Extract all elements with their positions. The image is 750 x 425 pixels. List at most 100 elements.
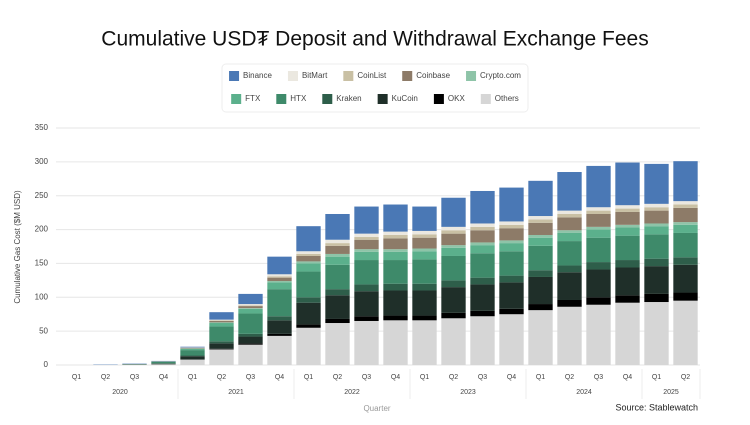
bar-segment <box>470 311 494 316</box>
y-tick-label: 200 <box>35 225 49 234</box>
legend-label: CoinList <box>357 71 387 80</box>
bar-segment <box>528 238 552 246</box>
legend-swatch <box>276 94 286 104</box>
bar-segment <box>499 251 523 275</box>
bar-segment <box>325 240 349 243</box>
bar-segment <box>557 172 581 211</box>
bar-segment <box>267 316 291 320</box>
bar-segment <box>412 251 436 259</box>
bar-segment <box>209 320 233 321</box>
bar-segment <box>296 261 320 263</box>
bar-segment <box>267 320 291 334</box>
bar-segment <box>441 245 465 248</box>
x-tick-label: Q1 <box>304 374 313 381</box>
x-tick-label: Q2 <box>681 374 690 381</box>
bar-segment <box>412 234 436 237</box>
bar-segment <box>296 324 320 327</box>
bar-segment <box>441 313 465 318</box>
bar-segment <box>383 205 407 232</box>
bar-segment <box>267 257 291 275</box>
bar-segment <box>296 226 320 251</box>
bar-segment <box>499 282 523 308</box>
y-tick-label: 250 <box>35 191 49 200</box>
bar-segment <box>354 237 378 240</box>
x-tick-label: Q1 <box>420 374 429 381</box>
legend-swatch <box>402 71 412 81</box>
y-tick-label: 150 <box>35 259 49 268</box>
bar-segment <box>325 243 349 246</box>
bar-segment <box>151 362 175 363</box>
y-tick-label: 300 <box>35 157 49 166</box>
bar-segment <box>528 223 552 235</box>
bar-segment <box>238 304 262 305</box>
x-tick-label: Q4 <box>275 374 284 381</box>
bar-segment <box>673 208 697 222</box>
bar-segment <box>557 272 581 300</box>
x-tick-label: Q3 <box>362 374 371 381</box>
bar-segment <box>209 349 233 350</box>
bar-segment <box>325 246 349 254</box>
bar-segment <box>499 240 523 243</box>
bar-segment <box>470 227 494 230</box>
bar-segment <box>644 302 668 365</box>
bar-segment <box>354 321 378 365</box>
bar-segment <box>238 309 262 314</box>
x-axis-label: Quarter <box>363 404 390 413</box>
bar-segment <box>615 163 639 206</box>
x-tick-label: Q2 <box>565 374 574 381</box>
bar-segment <box>499 188 523 222</box>
bar-segment <box>354 249 378 252</box>
bar-segment <box>586 207 610 210</box>
bar-segment <box>528 246 552 270</box>
bar-segment <box>557 217 581 230</box>
bar-segment <box>673 225 697 233</box>
bar-segment <box>325 295 349 319</box>
bar-segment <box>151 364 175 365</box>
bar-segment <box>296 256 320 261</box>
bar-segment <box>528 270 552 277</box>
bar-segment <box>412 316 436 321</box>
bar-segment <box>296 251 320 254</box>
bar-segment <box>354 316 378 321</box>
bar-segment <box>412 249 436 252</box>
bar-segment <box>238 334 262 337</box>
bar-segment <box>528 277 552 304</box>
bar-segment <box>441 280 465 287</box>
bar-segment <box>209 323 233 326</box>
bar-segment <box>296 254 320 256</box>
bar-segment <box>267 336 291 365</box>
legend-label: Others <box>495 94 519 103</box>
x-group-label: 2023 <box>460 389 476 396</box>
bar-segment <box>615 267 639 295</box>
bar-segment <box>325 323 349 365</box>
bar-segment <box>238 314 262 334</box>
bar-segment <box>325 265 349 289</box>
bar-segment <box>528 219 552 222</box>
bar-segment <box>383 238 407 249</box>
x-tick-label: Q1 <box>72 374 81 381</box>
legend-label: Kraken <box>336 94 361 103</box>
bar-segment <box>586 214 610 227</box>
bar-segment <box>354 240 378 249</box>
x-group-label: 2024 <box>576 389 592 396</box>
bar-segment <box>383 316 407 321</box>
legend-label: Coinbase <box>416 71 450 80</box>
bar-segment <box>296 328 320 365</box>
bar-segment <box>499 225 523 228</box>
bar-segment <box>528 310 552 365</box>
bar-segment <box>180 356 204 357</box>
legend-swatch <box>288 71 298 81</box>
bar-segment <box>644 211 668 224</box>
bar-segment <box>354 252 378 260</box>
bar-segment <box>267 282 291 289</box>
bar-segment <box>325 214 349 240</box>
bar-segment <box>673 301 697 365</box>
bar-segment <box>412 284 436 291</box>
bar-segment <box>209 343 233 348</box>
bar-segment <box>325 319 349 323</box>
bar-segment <box>470 245 494 253</box>
bar-segment <box>673 257 697 264</box>
bar-segment <box>557 214 581 217</box>
legend-label: Binance <box>243 71 272 80</box>
